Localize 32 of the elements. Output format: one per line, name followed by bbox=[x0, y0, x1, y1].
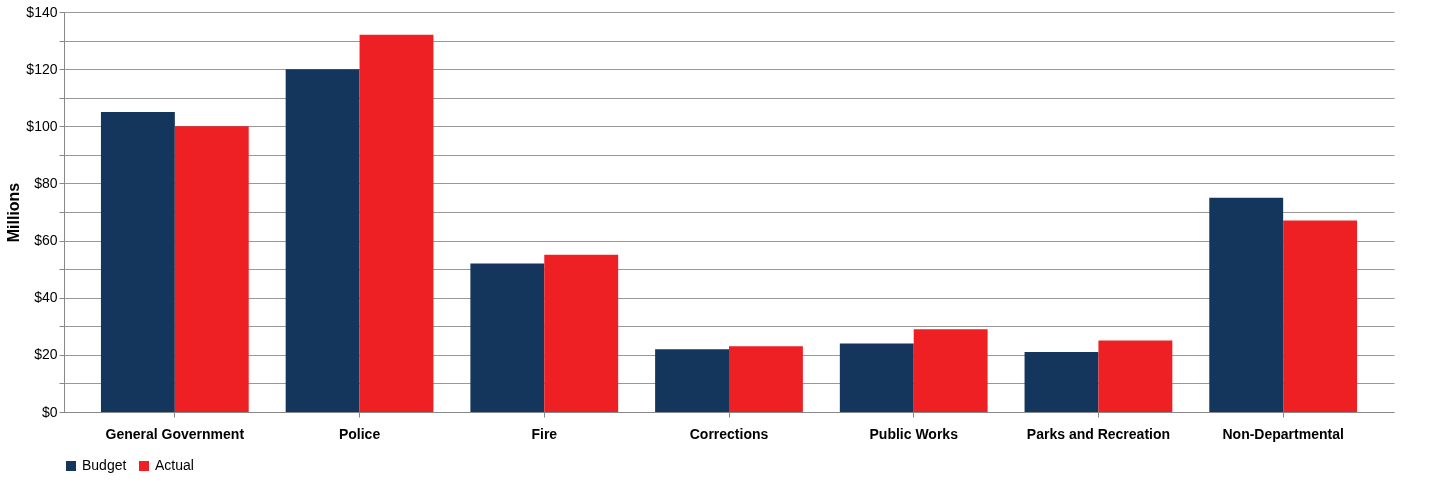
bar bbox=[839, 343, 914, 412]
bar bbox=[1283, 220, 1358, 412]
y-tick-label: $40 bbox=[34, 289, 58, 306]
y-axis-title: Millions bbox=[5, 182, 23, 243]
y-tick-label: $0 bbox=[41, 403, 58, 420]
x-tick-label: Corrections bbox=[689, 425, 769, 442]
x-tick-label: General Government bbox=[105, 425, 245, 442]
y-tick-label: $140 bbox=[26, 3, 58, 20]
y-tick-label: $80 bbox=[34, 174, 58, 191]
bar bbox=[913, 329, 988, 412]
y-tick-label: $100 bbox=[26, 117, 58, 134]
bar bbox=[100, 112, 175, 412]
bar bbox=[1209, 197, 1284, 412]
y-tick-label: $60 bbox=[34, 232, 58, 249]
x-tick-label: Non-Departmental bbox=[1222, 425, 1344, 442]
legend-label: Actual bbox=[155, 457, 194, 473]
bar bbox=[655, 349, 729, 412]
x-tick-label: Fire bbox=[531, 425, 558, 442]
bar bbox=[359, 34, 434, 412]
bar bbox=[470, 263, 545, 412]
x-tick-label: Police bbox=[338, 425, 381, 442]
x-tick-label: Parks and Recreation bbox=[1026, 425, 1171, 442]
legend-label: Budget bbox=[82, 457, 127, 473]
y-tick-label: $120 bbox=[26, 60, 58, 77]
bar bbox=[1098, 340, 1173, 412]
bar bbox=[174, 126, 249, 412]
x-tick-label: Public Works bbox=[869, 425, 959, 442]
y-tick-label: $20 bbox=[34, 346, 58, 363]
bar bbox=[285, 69, 360, 412]
bar bbox=[1024, 352, 1099, 412]
bar bbox=[544, 254, 619, 412]
bar bbox=[729, 346, 803, 412]
